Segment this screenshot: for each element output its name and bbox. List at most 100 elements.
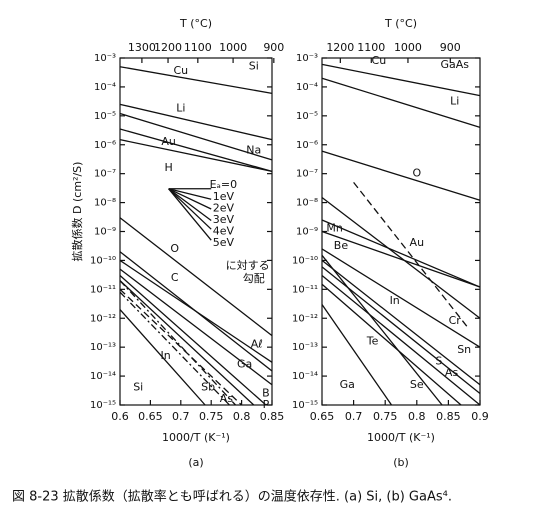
series-label: Na <box>246 144 261 157</box>
x2-axis-title: T (°C) <box>384 17 417 30</box>
series-line <box>168 188 212 210</box>
series-label: B <box>262 386 270 399</box>
series-label: Eₐ=0 <box>210 178 237 191</box>
series-line <box>321 275 481 406</box>
series-label: Cu <box>372 54 387 67</box>
x-tick-label: 0.6 <box>111 410 129 423</box>
series-line <box>321 150 481 201</box>
y-tick-label: 10⁻⁴ <box>296 82 318 93</box>
series-label: O <box>170 242 179 255</box>
annotation: 勾配 <box>243 272 265 285</box>
panel-title: (a) <box>188 456 203 469</box>
series-line <box>119 280 236 406</box>
y-tick-label: 10⁻¹² <box>90 313 116 324</box>
series-line <box>321 77 481 128</box>
y-tick-label: 10⁻¹¹ <box>292 284 318 295</box>
series-label: As <box>445 366 459 379</box>
annotation: に対する <box>226 258 270 272</box>
series-line <box>321 63 481 97</box>
x2-tick-label: 1300 <box>128 41 156 54</box>
series-label: Ga <box>237 358 252 371</box>
y-tick-label: 10⁻⁷ <box>296 169 318 180</box>
x-tick-label: 0.85 <box>260 410 285 423</box>
y-axis-title: 拡散係数 D (cm²/S) <box>70 162 84 262</box>
series-label: Sb <box>201 381 215 394</box>
series-label: 5eV <box>213 236 235 249</box>
series-line <box>119 288 243 406</box>
series-line <box>321 219 481 288</box>
y-tick-label: 10⁻⁸ <box>296 198 318 209</box>
series-label: Aℓ <box>251 337 263 350</box>
series-line <box>119 103 273 141</box>
series-label: 4eV <box>213 225 235 238</box>
y-tick-label: 10⁻⁵ <box>296 111 318 122</box>
series-line <box>168 188 212 222</box>
series-line <box>119 66 273 94</box>
x-tick-label: 0.75 <box>373 410 398 423</box>
series-line <box>119 112 273 161</box>
series-line <box>168 188 212 241</box>
panel-title: (b) <box>393 456 409 469</box>
annotation: GaAs <box>440 58 469 71</box>
x-tick-label: 0.8 <box>233 410 251 423</box>
y-tick-label: 10⁻¹⁰ <box>292 255 318 266</box>
y-tick-label: 10⁻⁷ <box>94 169 116 180</box>
series-label: In <box>390 294 400 307</box>
series-line <box>321 283 462 406</box>
series-label: Se <box>410 378 424 391</box>
series-label: Au <box>410 236 425 249</box>
y-tick-label: 10⁻¹⁵ <box>292 400 318 411</box>
series-line <box>119 128 273 173</box>
series-label: Mn <box>326 222 342 235</box>
series-label: P <box>263 398 270 411</box>
series-label: Te <box>366 334 379 347</box>
series-line <box>321 254 443 406</box>
x2-tick-label: 1000 <box>219 41 247 54</box>
x-axis-title: 1000/T (K⁻¹) <box>367 431 435 444</box>
series-label: H <box>164 161 172 174</box>
y-tick-label: 10⁻¹⁵ <box>90 400 116 411</box>
series-label: S <box>435 355 442 368</box>
series-line <box>168 188 212 200</box>
x2-tick-label: 900 <box>440 41 461 54</box>
series-line <box>119 280 255 406</box>
x-axis-title: 1000/T (K⁻¹) <box>162 431 230 444</box>
y-tick-label: 10⁻¹³ <box>90 342 116 353</box>
y-tick-label: 10⁻⁸ <box>94 198 116 209</box>
series-line <box>321 259 481 386</box>
series-line <box>321 196 481 319</box>
x-tick-label: 0.8 <box>408 410 426 423</box>
series-label: 2eV <box>213 201 235 214</box>
y-tick-label: 10⁻¹⁴ <box>292 371 318 382</box>
series-label: Cu <box>173 64 188 77</box>
x-tick-label: 0.75 <box>199 410 224 423</box>
x-tick-label: 0.85 <box>436 410 461 423</box>
series-label: Si <box>133 381 143 394</box>
series-label: Be <box>334 239 349 252</box>
series-line <box>119 139 273 173</box>
x-tick-label: 0.7 <box>345 410 363 423</box>
series-line <box>321 304 393 406</box>
x2-tick-label: 1000 <box>394 41 422 54</box>
x2-tick-label: 1100 <box>184 41 212 54</box>
y-tick-label: 10⁻³ <box>94 53 116 64</box>
x2-tick-label: 1200 <box>326 41 354 54</box>
series-label: Ga <box>340 378 355 391</box>
series-label: Cr <box>449 314 462 327</box>
y-tick-label: 10⁻³ <box>296 53 318 64</box>
series-line <box>119 291 230 406</box>
series-label: Au <box>161 135 176 148</box>
y-tick-label: 10⁻⁵ <box>94 111 116 122</box>
y-tick-label: 10⁻⁹ <box>296 227 318 238</box>
series-label: As <box>220 392 234 405</box>
series-label: Sn <box>457 343 471 356</box>
y-tick-label: 10⁻⁹ <box>94 227 116 238</box>
series-line <box>119 275 267 406</box>
series-label: 1eV <box>213 190 235 203</box>
y-tick-label: 10⁻¹² <box>292 313 318 324</box>
series-line <box>119 268 273 386</box>
y-tick-label: 10⁻¹³ <box>292 342 318 353</box>
x-tick-label: 0.7 <box>172 410 190 423</box>
